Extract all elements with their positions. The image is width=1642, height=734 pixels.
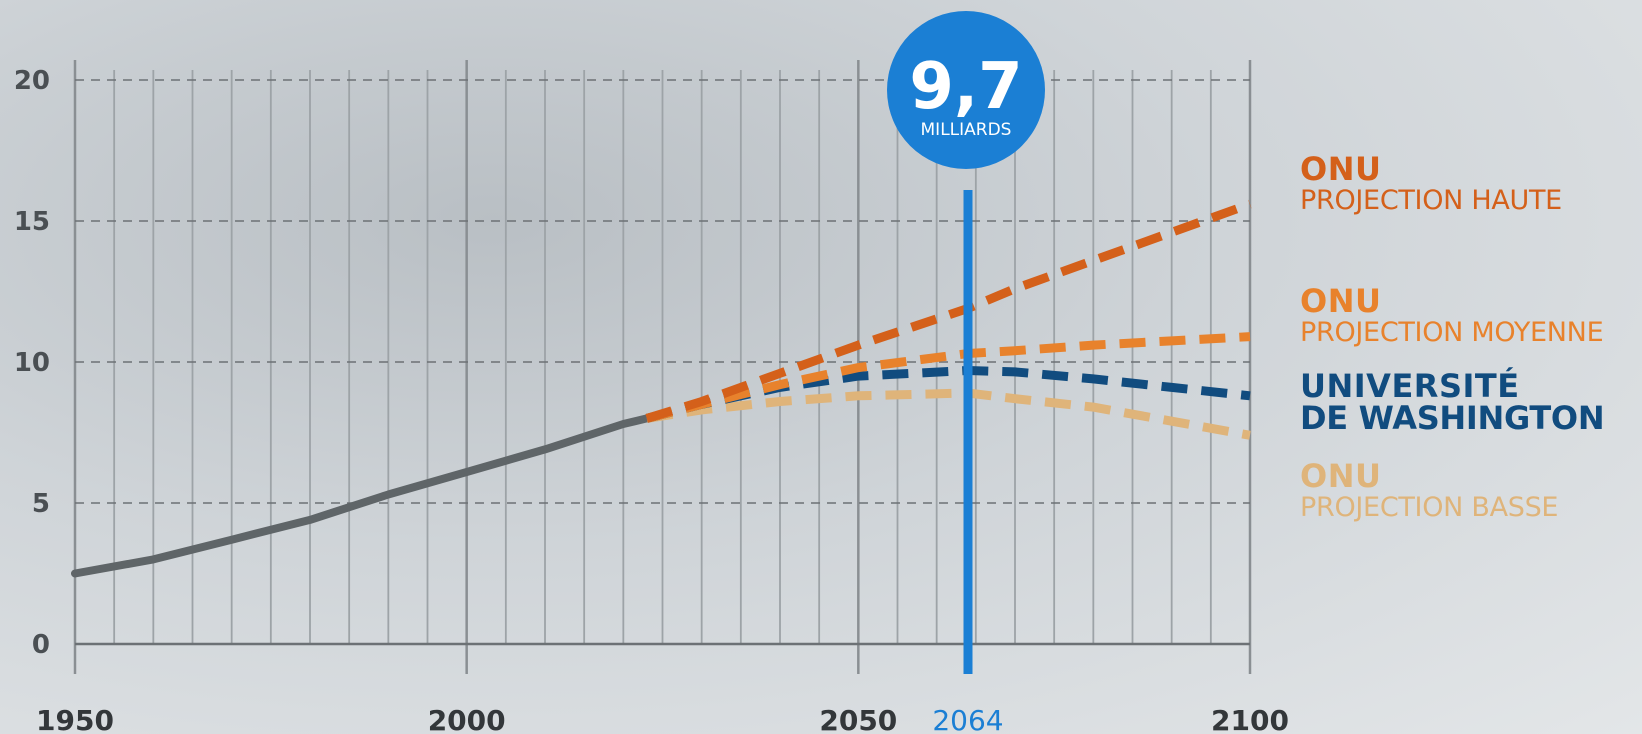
legend-item-washington-subtitle: DE WASHINGTON <box>1300 399 1605 437</box>
legend-item-washington-title: UNIVERSITÉ <box>1300 367 1520 405</box>
x-tick-label: 2000 <box>428 704 506 734</box>
legend-item-onu-haute: ONU PROJECTION HAUTE <box>1300 153 1562 214</box>
y-tick-label: 15 <box>14 207 50 237</box>
legend-item-onu-haute-subtitle: PROJECTION HAUTE <box>1300 185 1562 216</box>
legend-item-washington: UNIVERSITÉ DE WASHINGTON <box>1300 367 1605 437</box>
x-tick-label: 1950 <box>36 704 114 734</box>
highlight-badge <box>887 11 1045 169</box>
highlight-unit-label: MILLIARDS <box>921 120 1012 140</box>
y-tick-label: 5 <box>32 489 50 519</box>
highlight-value-label: 9,7 <box>909 50 1022 124</box>
x-tick-label: 2100 <box>1211 704 1289 734</box>
legend-item-onu-basse: ONU PROJECTION BASSE <box>1300 460 1558 521</box>
legend-item-onu-basse-title: ONU <box>1300 457 1382 495</box>
legend-item-onu-haute-title: ONU <box>1300 150 1382 188</box>
legend: ONU PROJECTION HAUTE ONU PROJECTION MOYE… <box>1300 0 1642 734</box>
legend-item-onu-moyenne: ONU PROJECTION MOYENNE <box>1300 282 1604 348</box>
legend-item-onu-basse-subtitle: PROJECTION BASSE <box>1300 492 1559 523</box>
y-tick-label: 0 <box>32 630 50 660</box>
legend-item-onu-moyenne-title: ONU <box>1300 282 1382 320</box>
series-line <box>645 199 1252 423</box>
y-tick-label: 20 <box>14 66 50 96</box>
historical-line <box>71 414 651 578</box>
highlight-year-label: 2064 <box>932 704 1003 734</box>
legend-item-onu-moyenne-subtitle: PROJECTION MOYENNE <box>1300 317 1604 348</box>
y-tick-label: 10 <box>14 348 50 378</box>
x-tick-label: 2050 <box>819 704 897 734</box>
